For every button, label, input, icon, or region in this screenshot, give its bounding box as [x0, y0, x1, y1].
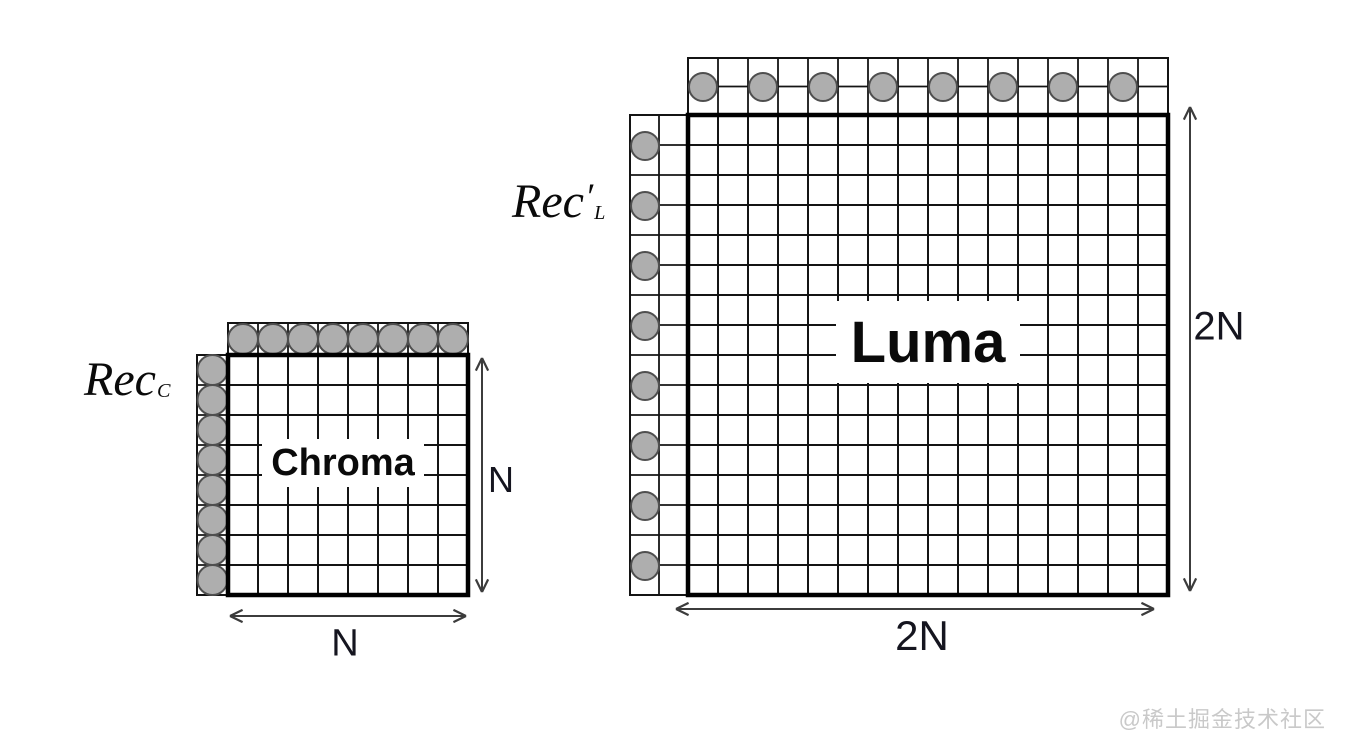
luma-block-label: Luma [836, 301, 1020, 383]
chroma-width-arrow [229, 608, 467, 624]
rec-c-subscript: C [156, 380, 171, 403]
chroma-height-arrow [474, 357, 490, 593]
rec-l-prime: ′ [584, 176, 594, 218]
chroma-top-reference-samples [227, 322, 469, 356]
luma-width-arrow [675, 601, 1155, 617]
luma-reconstruction-label: Rec′L [512, 174, 605, 229]
chroma-reconstruction-label: RecC [84, 352, 170, 407]
rec-l-subscript: L [594, 202, 606, 225]
luma-height-dimension-label: 2N [1193, 304, 1245, 349]
rec-l-base: Rec [512, 175, 584, 228]
watermark: @稀土掘金技术社区 [1118, 707, 1326, 732]
chroma-left-reference-samples [196, 354, 229, 596]
luma-width-dimension-label: 2N [895, 612, 949, 659]
luma-left-reference-samples [629, 114, 689, 596]
rec-c-base: Rec [84, 353, 156, 406]
chroma-height-dimension-label: N [488, 459, 514, 500]
chroma-block-label: Chroma [262, 439, 424, 487]
chroma-width-dimension-label: N [331, 622, 359, 665]
luma-height-arrow [1182, 106, 1198, 592]
luma-top-reference-samples [687, 57, 1169, 116]
luma-grid [685, 112, 1171, 598]
